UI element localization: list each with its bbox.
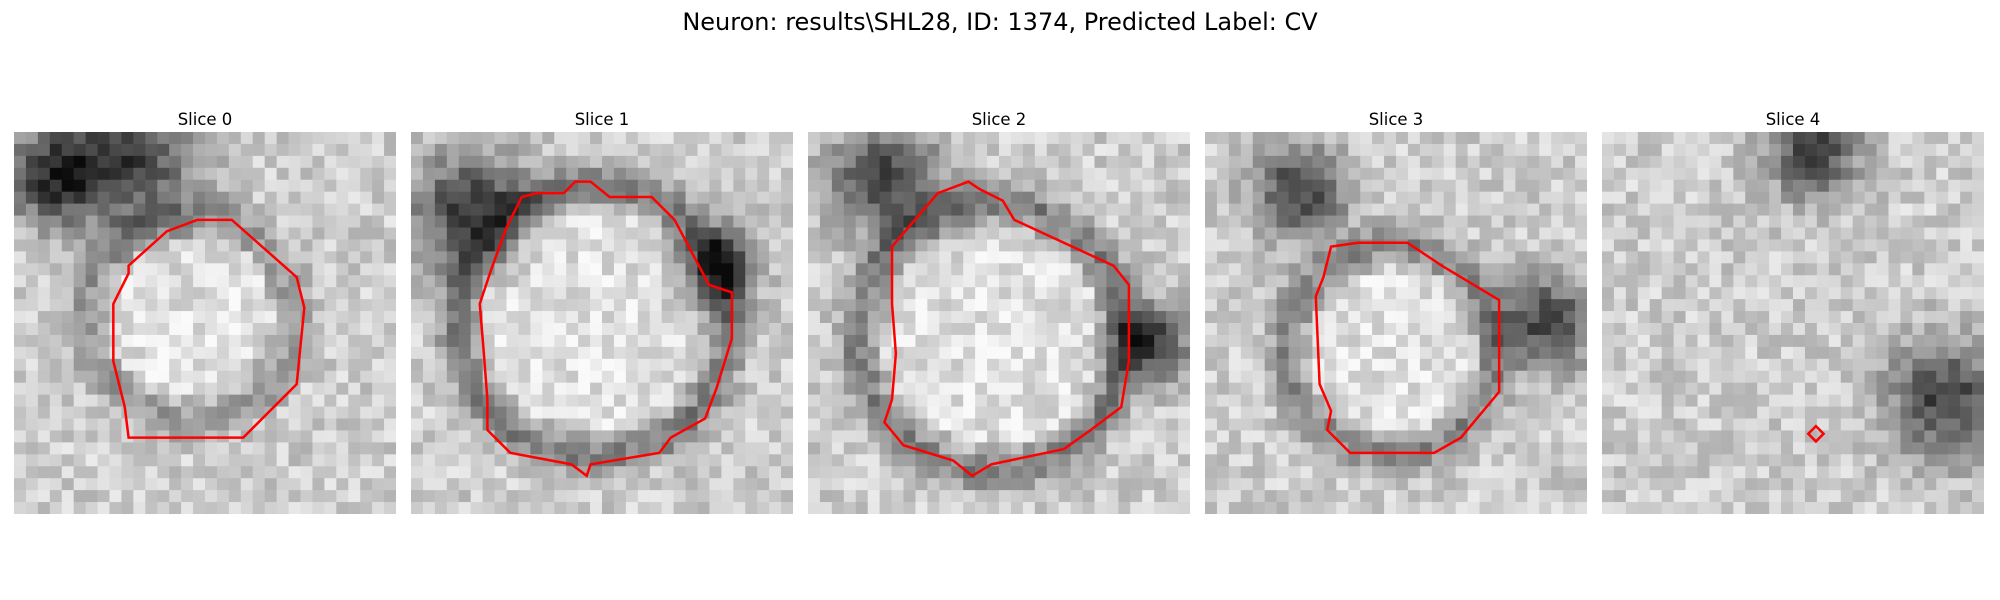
figure-title: Neuron: results\SHL28, ID: 1374, Predict… — [682, 8, 1318, 36]
slice-panel-1: Slice 1 — [411, 108, 793, 514]
segmentation-contour — [882, 180, 1131, 478]
slice-title: Slice 1 — [574, 110, 630, 129]
slice-title: Slice 0 — [177, 110, 233, 129]
slice-image — [1602, 132, 1984, 514]
segmentation-contour — [478, 180, 734, 478]
slice-title: Slice 4 — [1765, 110, 1821, 129]
slice-panel-3: Slice 3 — [1205, 108, 1587, 514]
slice-panel-0: Slice 0 — [14, 108, 396, 514]
slice-panel-2: Slice 2 — [808, 108, 1190, 514]
slice-title: Slice 2 — [971, 110, 1027, 129]
slice-image — [1205, 132, 1587, 514]
slice-image — [808, 132, 1190, 514]
segmentation-contour — [1314, 241, 1501, 455]
slice-image — [411, 132, 793, 514]
segmentation-contour — [1806, 424, 1826, 444]
slice-title: Slice 3 — [1368, 110, 1424, 129]
slice-image — [14, 132, 396, 514]
segmentation-contour — [112, 218, 306, 439]
slice-panel-4: Slice 4 — [1602, 108, 1984, 514]
